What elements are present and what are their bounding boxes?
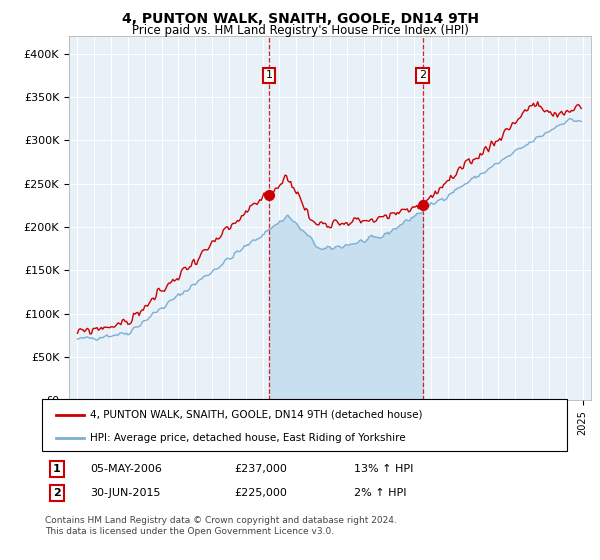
Text: Contains HM Land Registry data © Crown copyright and database right 2024.
This d: Contains HM Land Registry data © Crown c… — [45, 516, 397, 536]
Text: 1: 1 — [265, 71, 272, 81]
Text: 05-MAY-2006: 05-MAY-2006 — [90, 464, 162, 474]
Text: 4, PUNTON WALK, SNAITH, GOOLE, DN14 9TH: 4, PUNTON WALK, SNAITH, GOOLE, DN14 9TH — [121, 12, 479, 26]
Text: 30-JUN-2015: 30-JUN-2015 — [90, 488, 161, 498]
Text: 13% ↑ HPI: 13% ↑ HPI — [354, 464, 413, 474]
Text: HPI: Average price, detached house, East Riding of Yorkshire: HPI: Average price, detached house, East… — [90, 433, 406, 443]
Text: £225,000: £225,000 — [234, 488, 287, 498]
Text: 2: 2 — [53, 488, 61, 498]
Text: 4, PUNTON WALK, SNAITH, GOOLE, DN14 9TH (detached house): 4, PUNTON WALK, SNAITH, GOOLE, DN14 9TH … — [90, 410, 422, 420]
Text: £237,000: £237,000 — [234, 464, 287, 474]
Text: 2% ↑ HPI: 2% ↑ HPI — [354, 488, 407, 498]
Text: 2: 2 — [419, 71, 426, 81]
Text: 1: 1 — [53, 464, 61, 474]
Text: Price paid vs. HM Land Registry's House Price Index (HPI): Price paid vs. HM Land Registry's House … — [131, 24, 469, 36]
